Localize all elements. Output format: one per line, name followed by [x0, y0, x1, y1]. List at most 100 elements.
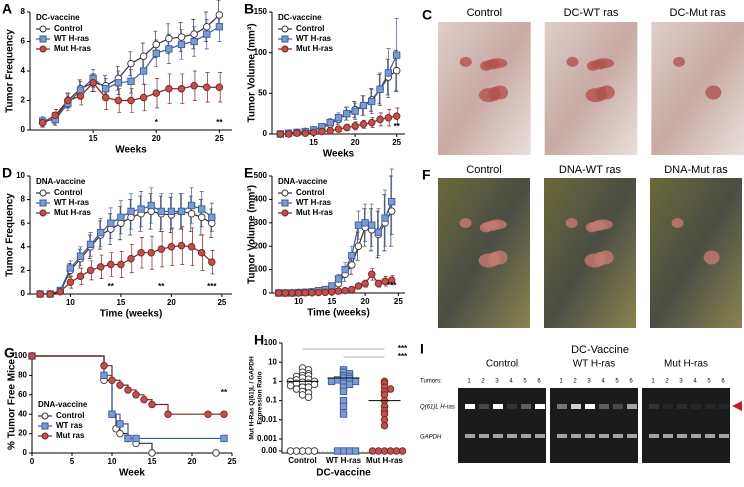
annotation: DC-vaccine [278, 13, 322, 22]
legend-marker [281, 45, 289, 53]
tumor [584, 253, 605, 268]
band [479, 404, 489, 409]
panel-letter: F [422, 167, 431, 183]
band [649, 404, 659, 409]
marker [152, 40, 160, 49]
band [479, 434, 489, 438]
marker [398, 447, 407, 455]
y-tick-label: 200 [254, 241, 268, 250]
y-tick-label: 4 [21, 242, 26, 251]
y-tick-label: 0.01 [261, 415, 277, 424]
band [627, 404, 637, 409]
x-tick-label: 25 [392, 138, 401, 147]
marker [314, 288, 323, 297]
photo [438, 22, 531, 155]
y-axis-label: % Tumor Free Mice [7, 359, 18, 450]
marker [310, 447, 319, 455]
x-axis-label: DC-vaccine [316, 468, 371, 479]
marker [124, 386, 132, 394]
marker [28, 352, 36, 360]
tumor [671, 218, 684, 228]
lane-label: 4 [601, 379, 605, 385]
significance: ** [221, 388, 228, 397]
marker [286, 447, 295, 455]
legend-marker [39, 209, 47, 217]
marker [359, 101, 368, 110]
marker [165, 34, 173, 43]
band [599, 404, 609, 409]
y-tick-label: 40 [18, 409, 27, 418]
y-tick-label: 0 [263, 288, 268, 297]
marker [381, 214, 389, 222]
marker [152, 89, 160, 97]
marker [187, 201, 196, 210]
lane-label: 3 [495, 379, 499, 385]
legend-marker [39, 35, 47, 43]
marker [190, 81, 198, 90]
marker [190, 37, 198, 46]
lane-label: 6 [721, 379, 725, 385]
marker [392, 112, 401, 120]
marker [124, 434, 132, 443]
marker [321, 288, 329, 297]
marker [284, 130, 293, 138]
y-tick-label: 100 [254, 265, 268, 274]
marker [96, 263, 105, 271]
marker [333, 447, 342, 455]
marker [339, 387, 348, 396]
significance: ** [108, 282, 115, 291]
marker [380, 421, 389, 430]
band [627, 434, 637, 438]
marker [187, 243, 196, 251]
marker [139, 93, 148, 102]
tumor [566, 56, 579, 67]
marker [76, 252, 85, 260]
band [677, 404, 687, 409]
legend-marker [281, 189, 289, 197]
significance: *** [398, 344, 408, 353]
marker [334, 114, 343, 122]
marker [384, 113, 393, 122]
lane-label: 1 [467, 379, 471, 385]
y-tick-label: 20 [18, 429, 27, 438]
band [557, 434, 567, 438]
lane-label: 5 [523, 379, 527, 385]
x-tick-label: 15 [309, 138, 318, 147]
band [613, 404, 623, 409]
lane-label: 3 [587, 379, 591, 385]
axes [281, 343, 405, 454]
x-tick-label: 20 [167, 298, 176, 307]
marker [345, 447, 354, 455]
y-tick-label: 0.001 [257, 434, 278, 443]
marker [294, 289, 303, 297]
y-axis-label: Tumor Frequency [5, 29, 16, 113]
marker [140, 395, 148, 404]
band [535, 404, 545, 409]
marker [116, 381, 124, 389]
marker [318, 127, 326, 136]
marker [354, 282, 363, 290]
y-tick-label: 0 [263, 129, 268, 138]
lane-label: 4 [693, 379, 697, 385]
legend-marker [41, 422, 49, 430]
marker [274, 289, 283, 297]
y-tick-label: 0.1 [266, 396, 278, 405]
lane-label: 4 [509, 379, 513, 385]
x-tick-label: 10 [294, 297, 303, 306]
y-tick-label: 50 [258, 88, 267, 97]
marker [326, 118, 334, 127]
marker [384, 69, 393, 77]
panel-letter: A [2, 1, 12, 17]
marker [220, 434, 228, 443]
band [585, 404, 595, 409]
x-tick-label: 15 [327, 297, 336, 306]
marker [152, 49, 160, 57]
marker [208, 258, 216, 266]
marker [56, 287, 65, 296]
marker [167, 243, 176, 251]
x-tick-label: 25 [394, 297, 403, 306]
tumor [565, 218, 578, 228]
panel-letter: H [254, 332, 264, 348]
x-axis-label: Time (weeks) [307, 308, 370, 319]
lane-label: 2 [573, 379, 577, 385]
